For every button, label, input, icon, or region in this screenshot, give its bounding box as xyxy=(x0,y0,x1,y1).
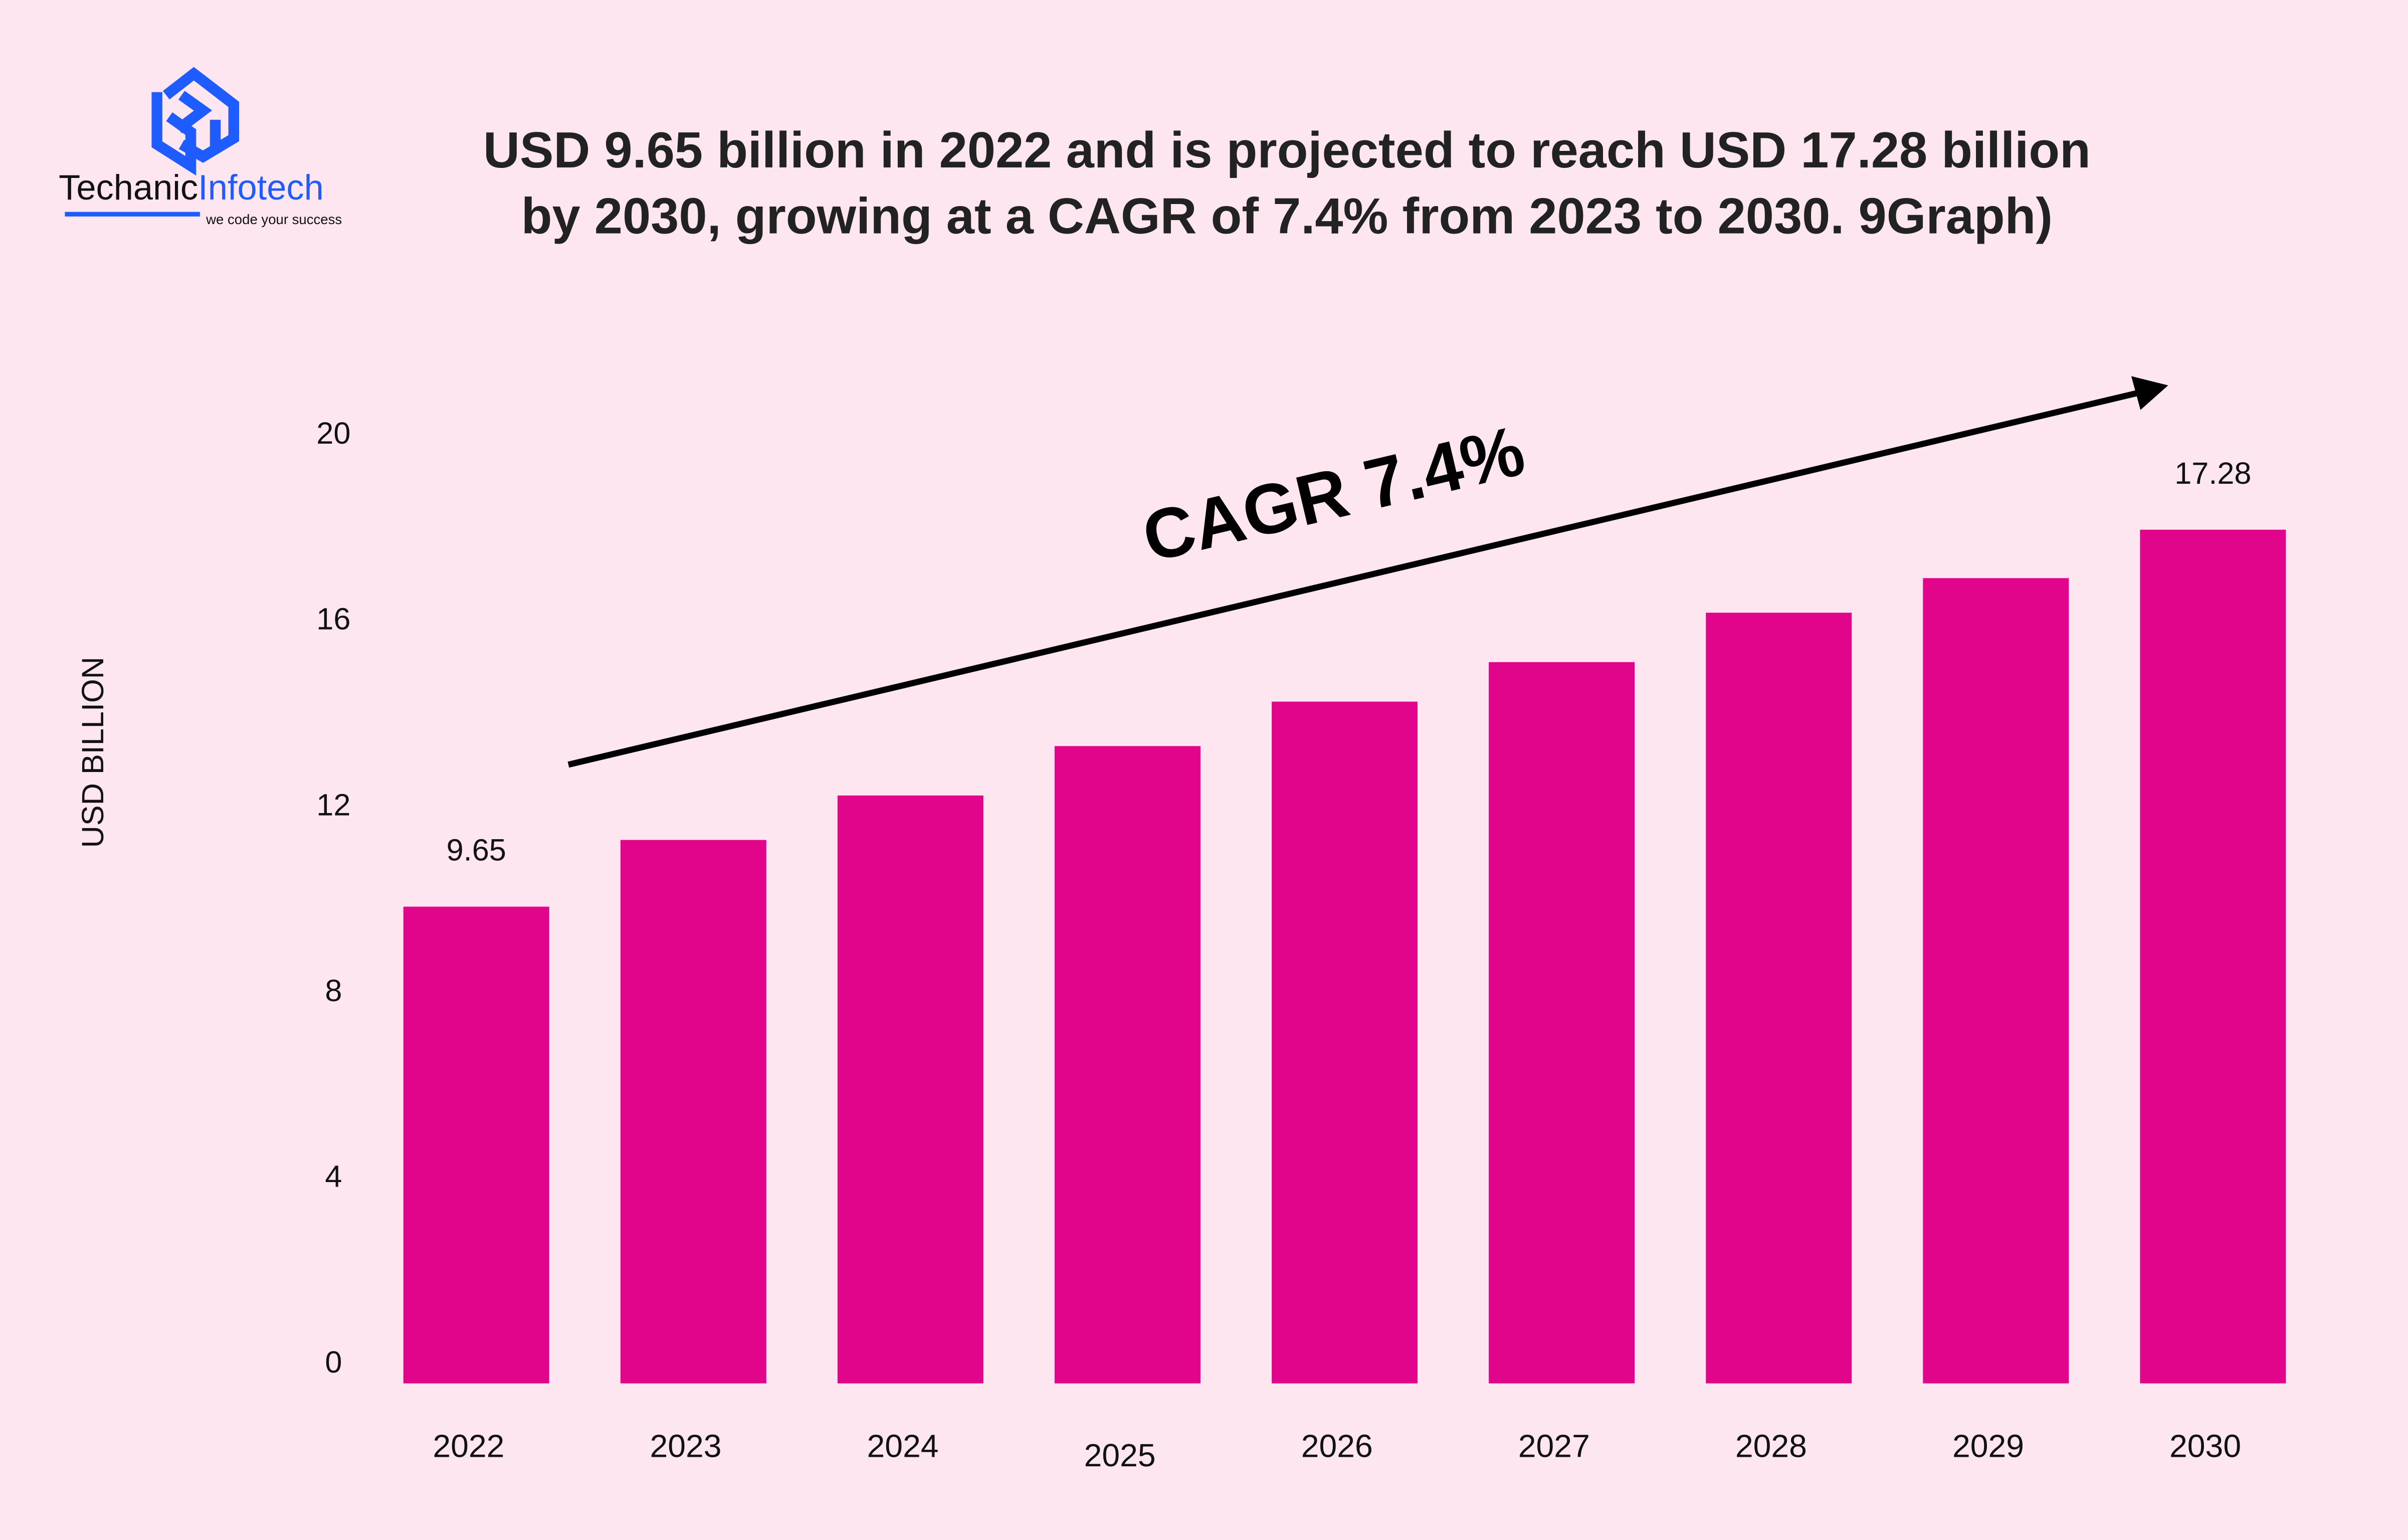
bar-2030 xyxy=(2140,529,2286,1384)
bar-2022 xyxy=(403,906,549,1384)
bar-2029 xyxy=(1923,578,2069,1384)
x-tick-label-2028: 2028 xyxy=(1735,1428,1807,1464)
y-axis-ticks: 0 4 8 12 16 20 xyxy=(316,416,350,1379)
brand-name: TechanicInfotech xyxy=(59,167,324,207)
x-tick-label-2022: 2022 xyxy=(433,1428,504,1464)
bar-2023 xyxy=(620,840,766,1384)
bar-2028 xyxy=(1706,613,1852,1384)
y-axis-label: USD BILLION xyxy=(76,657,110,848)
brand-tagline: we code your success xyxy=(206,212,342,227)
data-labels: 9.65 17.28 xyxy=(447,456,2252,867)
bar-2025 xyxy=(1054,746,1200,1384)
cagr-arrow xyxy=(567,376,2168,768)
brand-logo: TechanicInfotech we code your success xyxy=(59,67,342,227)
y-tick-label-16: 16 xyxy=(316,602,350,636)
x-tick-label-2027: 2027 xyxy=(1518,1428,1590,1464)
y-tick-label-8: 8 xyxy=(325,974,342,1008)
x-tick-label-2030: 2030 xyxy=(2169,1428,2241,1464)
y-tick-label-20: 20 xyxy=(316,416,350,450)
y-tick-label-0: 0 xyxy=(325,1345,342,1379)
brand-underline xyxy=(65,212,200,217)
x-axis-labels: 2022 2023 2024 2025 2026 2027 2028 2029 2030 xyxy=(433,1428,2241,1473)
brand-name-part1: Techanic xyxy=(59,167,198,207)
x-tick-label-2023: 2023 xyxy=(650,1428,721,1464)
x-tick-label-2024: 2024 xyxy=(867,1428,939,1464)
arrowhead-icon xyxy=(2131,376,2168,410)
cagr-arrow-line xyxy=(567,390,2138,768)
y-tick-label-4: 4 xyxy=(325,1160,342,1194)
x-tick-label-2029: 2029 xyxy=(1952,1428,2024,1464)
cube-logo-icon xyxy=(151,67,240,176)
bar-2026 xyxy=(1272,701,1418,1384)
x-tick-label-2026: 2026 xyxy=(1301,1428,1373,1464)
bars xyxy=(403,529,2286,1384)
chart-title-line1: USD 9.65 billion in 2022 and is projecte… xyxy=(483,122,2091,178)
chart-title-line2: by 2030, growing at a CAGR of 7.4% from … xyxy=(521,188,2053,245)
y-tick-label-12: 12 xyxy=(316,788,350,822)
bar-2024 xyxy=(837,795,983,1384)
data-label-2030: 17.28 xyxy=(2174,456,2251,490)
bar-2027 xyxy=(1489,662,1635,1384)
data-label-2022: 9.65 xyxy=(447,833,506,867)
x-tick-label-2025: 2025 xyxy=(1084,1437,1156,1473)
brand-name-part2: Infotech xyxy=(198,167,324,207)
